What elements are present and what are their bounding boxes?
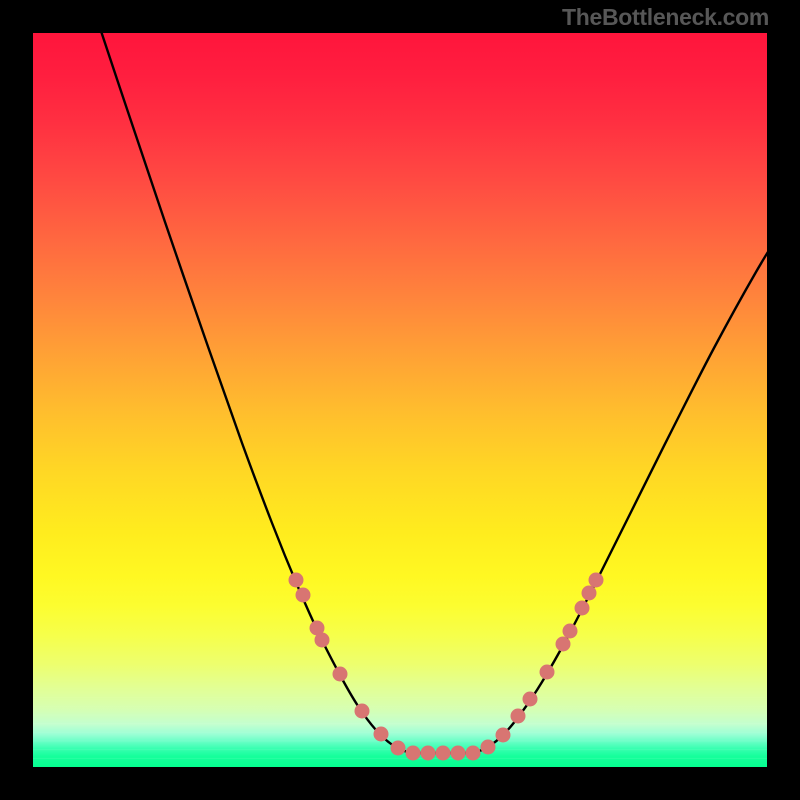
- dot-right: [556, 637, 571, 652]
- dot-right: [540, 665, 555, 680]
- dot-right: [582, 586, 597, 601]
- dot-flat: [436, 746, 451, 761]
- dot-flat: [451, 746, 466, 761]
- dot-flat: [406, 746, 421, 761]
- dot-left: [391, 741, 406, 756]
- dot-left: [289, 573, 304, 588]
- dot-flat: [466, 746, 481, 761]
- dot-left: [296, 588, 311, 603]
- dot-left: [333, 667, 348, 682]
- plot-background: [33, 33, 767, 767]
- dot-right: [523, 692, 538, 707]
- dot-right: [589, 573, 604, 588]
- dot-right: [563, 624, 578, 639]
- dot-left: [374, 727, 389, 742]
- dot-right: [496, 728, 511, 743]
- dot-left: [315, 633, 330, 648]
- dot-flat: [421, 746, 436, 761]
- dot-left: [355, 704, 370, 719]
- dot-right: [575, 601, 590, 616]
- watermark-text: TheBottleneck.com: [562, 4, 769, 31]
- dot-right: [511, 709, 526, 724]
- dot-right: [481, 740, 496, 755]
